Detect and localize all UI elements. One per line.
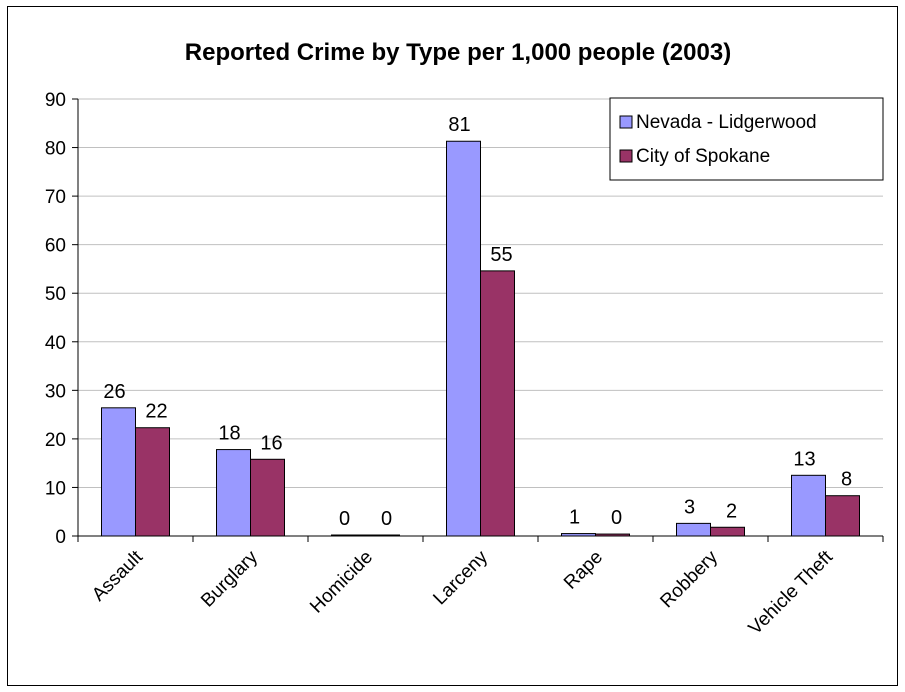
y-tick-label: 70 <box>45 187 66 208</box>
data-label: 2 <box>726 500 737 522</box>
bar-nevada-lidgerwood <box>446 140 481 537</box>
x-axis-categories: Assault Burglary Homicide Larceny Rape Robber… <box>88 546 837 639</box>
bar-city-of-spokane <box>250 458 285 537</box>
legend: Nevada - Lidgerwood City of Spokane <box>609 97 884 181</box>
legend-swatch <box>619 149 633 163</box>
bar-city-of-spokane <box>135 427 170 537</box>
bar-city-of-spokane <box>825 495 860 537</box>
y-tick-label: 0 <box>55 527 66 548</box>
y-tick-label: 40 <box>45 333 66 354</box>
bar-nevada-lidgerwood <box>791 474 826 537</box>
category-label: Larceny <box>429 546 492 609</box>
legend-swatch <box>619 115 633 129</box>
y-tick-label: 20 <box>45 430 66 451</box>
data-label: 13 <box>793 448 815 470</box>
data-label: 8 <box>841 469 852 491</box>
category-label: Homicide <box>306 547 377 618</box>
legend-label: Nevada - Lidgerwood <box>636 112 817 133</box>
data-label: 3 <box>684 496 695 518</box>
data-label: 18 <box>218 423 240 445</box>
category-label: Burglary <box>197 546 262 611</box>
data-label: 0 <box>611 507 622 529</box>
data-label: 0 <box>381 508 392 530</box>
category-label: Rape <box>560 547 607 594</box>
data-label: 26 <box>103 381 125 403</box>
y-tick-label: 10 <box>45 478 66 499</box>
data-label: 55 <box>490 244 512 266</box>
data-label: 0 <box>339 508 350 530</box>
legend-box <box>609 97 884 181</box>
y-tick-label: 80 <box>45 139 66 160</box>
data-label: 22 <box>145 401 167 423</box>
y-tick-label: 30 <box>45 381 66 402</box>
category-label: Robbery <box>656 546 722 612</box>
bar-city-of-spokane <box>710 526 745 537</box>
y-axis-ticks: 0 10 20 30 40 50 60 70 80 90 <box>45 90 66 548</box>
y-tick-label: 60 <box>45 236 66 257</box>
data-label: 81 <box>448 114 470 136</box>
bar-nevada-lidgerwood <box>101 407 136 537</box>
data-label: 16 <box>260 432 282 454</box>
category-label: Vehicle Theft <box>745 546 838 639</box>
data-label: 1 <box>569 507 580 529</box>
bar-city-of-spokane <box>480 270 515 537</box>
category-label: Assault <box>88 546 147 605</box>
bar-nevada-lidgerwood <box>676 522 711 537</box>
data-labels: 26 22 18 16 0 0 81 55 1 0 3 2 13 8 <box>103 114 852 530</box>
y-tick-label: 50 <box>45 284 66 305</box>
y-tick-label: 90 <box>45 90 66 111</box>
bar-nevada-lidgerwood <box>216 449 251 537</box>
legend-label: City of Spokane <box>636 146 770 167</box>
chart-title: Reported Crime by Type per 1,000 people … <box>185 39 731 66</box>
bars <box>101 140 860 537</box>
axes <box>72 98 884 542</box>
